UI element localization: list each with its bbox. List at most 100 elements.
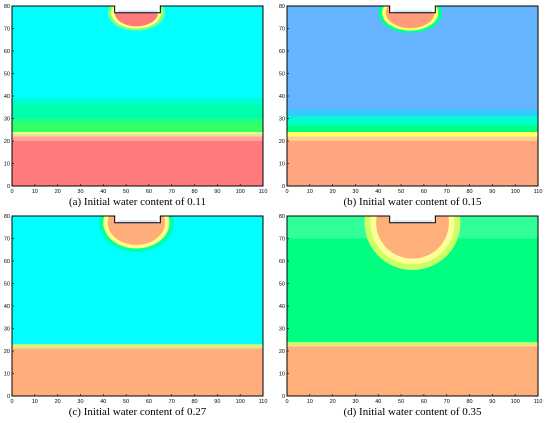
x-tick-label: 10 (307, 189, 313, 195)
band-0 (12, 141, 263, 186)
x-tick-label: 90 (214, 399, 220, 405)
x-tick-label: 100 (236, 189, 245, 195)
notch-cutout (114, 6, 161, 13)
notch-cutout (114, 216, 161, 223)
field (287, 6, 538, 186)
panel-d: 0 10 20 30 40 50 60 70 80 90 100 110 0 10 20 30 40 50 60 70… (275, 210, 550, 421)
x-tick-label: 50 (123, 189, 129, 195)
notch-cutout (389, 216, 436, 223)
y-tick-label: 60 (4, 259, 10, 265)
field (12, 6, 263, 186)
y-tick-label: 70 (4, 237, 10, 243)
x-tick-label: 110 (534, 399, 543, 405)
panel-c-caption: (c) Initial water content of 0.27 (68, 406, 207, 418)
y-tick-label: 60 (279, 49, 285, 55)
band-1 (12, 346, 263, 349)
x-tick-label: 30 (77, 189, 83, 195)
band-1 (12, 136, 263, 141)
band-3 (287, 125, 538, 132)
x-tick-label: 110 (259, 189, 268, 195)
x-tick-label: 40 (100, 399, 106, 405)
y-tick-label: 80 (279, 4, 285, 10)
x-tick-label: 80 (466, 189, 472, 195)
x-tick-label: 90 (489, 189, 495, 195)
band-0 (287, 141, 538, 186)
x-tick-label: 10 (307, 399, 313, 405)
panel-c: 0 10 20 30 40 50 60 70 80 90 100 110 0 10 20 30 40 50 60 70… (0, 210, 275, 421)
x-tick-label: 90 (214, 189, 220, 195)
x-tick-label: 40 (375, 399, 381, 405)
y-tick-label: 40 (4, 94, 10, 100)
y-tick-label: 20 (279, 349, 285, 355)
y-tick-label: 10 (4, 372, 10, 378)
x-tick-label: 70 (444, 399, 450, 405)
band-2 (287, 342, 538, 345)
panel-b: 0 10 20 30 40 50 60 70 80 90 100 110 0 10 20 30 40 50 60 70… (275, 0, 550, 211)
panel-d-caption: (d) Initial water content of 0.35 (343, 406, 482, 418)
panel-a: 0 10 20 30 40 50 60 70 80 90 100 110 0 10 20 30 40 50 60 70… (0, 0, 275, 211)
y-tick-label: 10 (279, 162, 285, 168)
y-tick-label: 0 (7, 394, 10, 400)
y-tick-label: 80 (279, 214, 285, 220)
notch-water (392, 220, 433, 223)
x-tick-label: 80 (466, 399, 472, 405)
x-tick-label: 60 (146, 399, 152, 405)
x-tick-label: 20 (55, 399, 61, 405)
y-tick-label: 20 (4, 139, 10, 145)
y-tick-label: 10 (4, 162, 10, 168)
band-3 (12, 132, 263, 135)
band-1 (287, 344, 538, 347)
domain-outline (11, 215, 264, 397)
field (287, 216, 538, 396)
y-tick-label: 70 (279, 27, 285, 33)
y-tick-label: 30 (4, 117, 10, 123)
panel-a-caption: (a) Initial water content of 0.11 (68, 196, 207, 208)
panel-d-heatmap: 0 10 20 30 40 50 60 70 80 90 100 110 0 10 20 30 40 50 60 70… (279, 214, 543, 405)
band-1 (287, 136, 538, 141)
y-tick-label: 30 (279, 327, 285, 333)
y-tick-label: 10 (279, 372, 285, 378)
panel-b-caption: (b) Initial water content of 0.15 (343, 196, 482, 208)
y-tick-label: 70 (4, 27, 10, 33)
y-tick-label: 60 (4, 49, 10, 55)
panel-b-heatmap: 0 10 20 30 40 50 60 70 80 90 100 110 0 10 20 30 40 50 60 70… (279, 4, 543, 195)
y-tick-label: 60 (279, 259, 285, 265)
x-tick-label: 0 (285, 399, 288, 405)
y-tick-label: 70 (279, 237, 285, 243)
x-tick-label: 70 (169, 399, 175, 405)
panel-c-heatmap: 0 10 20 30 40 50 60 70 80 90 100 110 0 10 20 30 40 50 60 70… (4, 214, 268, 405)
x-tick-label: 100 (236, 399, 245, 405)
x-tick-label: 60 (421, 189, 427, 195)
y-tick-label: 30 (279, 117, 285, 123)
band-2 (12, 344, 263, 347)
x-tick-label: 80 (191, 399, 197, 405)
band-6 (12, 105, 263, 119)
domain-outline (11, 5, 264, 187)
band-4 (12, 123, 263, 132)
y-tick-label: 50 (4, 72, 10, 78)
y-tick-label: 80 (4, 4, 10, 10)
y-tick-label: 40 (279, 94, 285, 100)
y-tick-label: 0 (7, 184, 10, 190)
x-tick-label: 50 (398, 399, 404, 405)
band-0 (287, 346, 538, 396)
x-tick-label: 70 (169, 189, 175, 195)
y-tick-label: 50 (279, 282, 285, 288)
x-tick-label: 110 (259, 399, 268, 405)
notch-water (392, 10, 433, 13)
x-tick-label: 20 (55, 189, 61, 195)
band-5 (12, 118, 263, 123)
x-tick-label: 80 (191, 189, 197, 195)
x-tick-label: 20 (330, 189, 336, 195)
y-tick-label: 0 (282, 394, 285, 400)
x-tick-label: 10 (32, 399, 38, 405)
x-tick-label: 70 (444, 189, 450, 195)
x-tick-label: 20 (330, 399, 336, 405)
x-tick-label: 90 (489, 399, 495, 405)
domain-outline (286, 5, 539, 187)
band-4 (287, 116, 538, 126)
y-tick-label: 30 (4, 327, 10, 333)
x-tick-label: 60 (421, 399, 427, 405)
band-0 (12, 348, 263, 396)
domain-outline (286, 215, 539, 397)
